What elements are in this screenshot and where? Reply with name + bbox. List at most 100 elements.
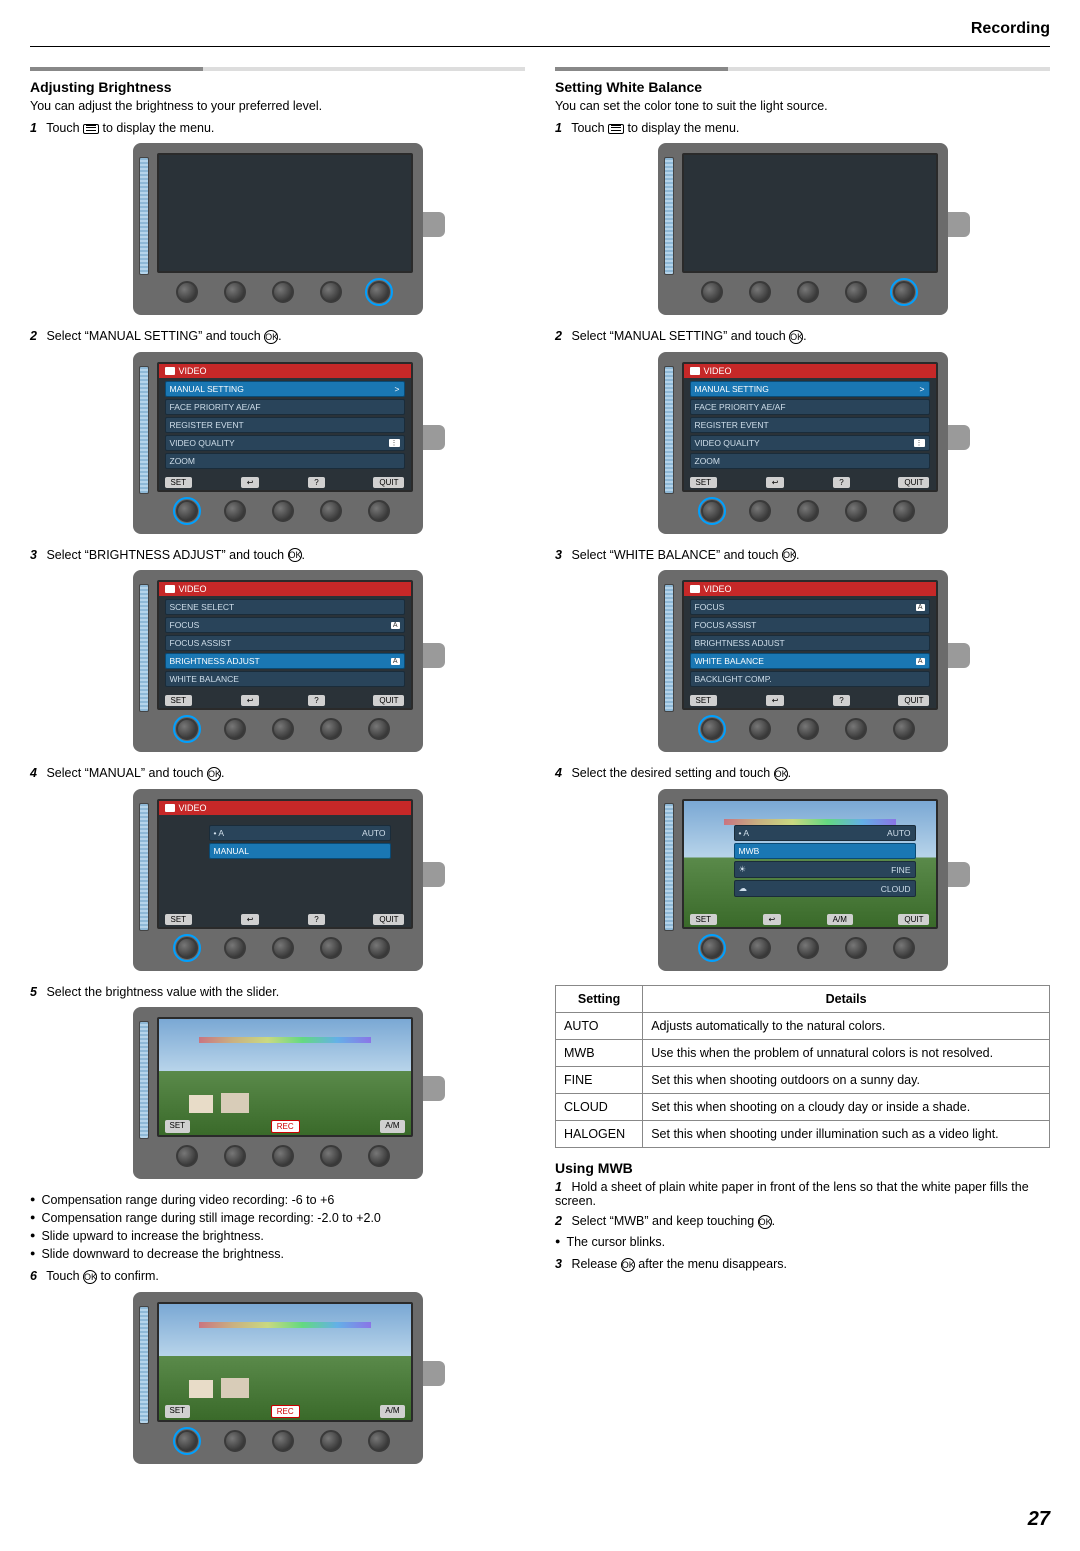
step-text: ” and touch [716, 548, 782, 562]
footer-btn: ? [833, 695, 849, 706]
touch-slider [664, 157, 674, 275]
step-number: 1 [30, 121, 37, 135]
mwb-steps-cont: 3 Release OK after the menu disappears. [555, 1257, 1050, 1272]
camera-device [658, 143, 948, 315]
menu-item: • AAUTO [734, 825, 916, 841]
button [224, 281, 246, 303]
ok-button-highlighted [701, 500, 723, 522]
page-header: Recording [30, 0, 1050, 47]
table-cell: FINE [556, 1067, 643, 1094]
device-screen [682, 153, 938, 273]
device-illustration: VIDEO MANUAL SETTING> FACE PRIORITY AE/A… [555, 352, 1050, 534]
ok-icon: OK [207, 767, 221, 781]
left-steps-cont: 6 Touch OK to confirm. SET [30, 1269, 525, 1464]
left-step-1: 1 Touch to display the menu. [30, 121, 525, 315]
footer-btn: A/M [380, 1120, 404, 1133]
camera-device: SET REC A/M [133, 1292, 423, 1464]
step-number: 3 [30, 548, 37, 562]
ok-icon: OK [264, 330, 278, 344]
button [845, 718, 867, 740]
table-row: AUTOAdjusts automatically to the natural… [556, 1013, 1050, 1040]
device-screen: SET REC A/M [157, 1302, 413, 1422]
button-row [143, 929, 413, 961]
left-column: Adjusting Brightness You can adjust the … [30, 67, 525, 1478]
footer-btn: SET [690, 477, 718, 488]
bullet: Compensation range during video recordin… [30, 1193, 525, 1207]
camera-icon [690, 585, 700, 593]
footer-btn: QUIT [373, 914, 404, 925]
menu-footer: SET ↩ ? QUIT [690, 477, 930, 488]
step-number: 1 [555, 1180, 562, 1194]
button [224, 937, 246, 959]
step-text: to display the menu. [628, 121, 740, 135]
step-text: Select “ [46, 766, 88, 780]
menu-item: BRIGHTNESS ADJUST [690, 635, 930, 651]
button [749, 281, 771, 303]
left-title: Adjusting Brightness [30, 79, 525, 95]
table-row: FINESet this when shooting outdoors on a… [556, 1067, 1050, 1094]
touch-slider [139, 1021, 149, 1139]
menu-list: MANUAL SETTING> FACE PRIORITY AE/AF REGI… [684, 378, 936, 469]
mwb-title: Using MWB [555, 1160, 1050, 1176]
section-rule [555, 67, 1050, 71]
button-row [668, 273, 938, 305]
step-text: ” and touch [141, 766, 207, 780]
menu-item: ZOOM [165, 453, 405, 469]
camera-device: VIDEO SCENE SELECT FOCUSA FOCUS ASSIST B… [133, 570, 423, 752]
device-screen: VIDEO FOCUSA FOCUS ASSIST BRIGHTNESS ADJ… [682, 580, 938, 710]
menu-footer: SET ↩ A/M QUIT [690, 914, 930, 925]
scene-object [221, 1093, 249, 1113]
button [845, 500, 867, 522]
button-row [143, 710, 413, 742]
step-text: Select the brightness value with the sli… [46, 985, 279, 999]
device-illustration: VIDEO MANUAL SETTING> FACE PRIORITY AE/A… [30, 352, 525, 534]
step-number: 2 [555, 329, 562, 343]
touch-slider [139, 584, 149, 712]
device-illustration: VIDEO SCENE SELECT FOCUSA FOCUS ASSIST B… [30, 570, 525, 752]
menu-header: VIDEO [159, 801, 411, 815]
button [797, 937, 819, 959]
menu-item: FACE PRIORITY AE/AF [690, 399, 930, 415]
scene-object [221, 1378, 249, 1398]
button [368, 718, 390, 740]
footer-btn: QUIT [373, 695, 404, 706]
right-steps: 1 Touch to display the menu. [555, 121, 1050, 971]
menu-header: VIDEO [684, 582, 936, 596]
menu-icon [83, 124, 99, 134]
step-text: Hold a sheet of plain white paper in fro… [555, 1180, 1029, 1208]
ok-button-highlighted [176, 937, 198, 959]
ok-icon: OK [83, 1270, 97, 1284]
button-row [143, 1422, 413, 1454]
rec-indicator: REC [271, 1405, 300, 1418]
page-number: 27 [30, 1478, 1050, 1551]
ok-button-highlighted [176, 500, 198, 522]
touch-slider [664, 584, 674, 712]
right-column: Setting White Balance You can set the co… [555, 67, 1050, 1478]
button [176, 1145, 198, 1167]
table-row: MWBUse this when the problem of unnatura… [556, 1040, 1050, 1067]
camera-icon [165, 804, 175, 812]
button-row [668, 929, 938, 961]
button [701, 281, 723, 303]
camera-device: VIDEO • AAUTO MANUAL SET ↩ ? QUIT [133, 789, 423, 971]
scene-preview: SET REC A/M [159, 1304, 411, 1420]
button [320, 500, 342, 522]
menu-item: FOCUSA [690, 599, 930, 615]
left-step-4: 4 Select “MANUAL” and touch OK. VIDEO • … [30, 766, 525, 971]
menu-header: VIDEO [159, 364, 411, 378]
mwb-step-2: 2 Select “MWB” and keep touching OK. [555, 1214, 1050, 1229]
button-row [668, 710, 938, 742]
button [749, 500, 771, 522]
footer-btn: QUIT [898, 914, 929, 925]
step-text: MANUAL SETTING [614, 329, 723, 343]
scene-preview: SET REC A/M [159, 1019, 411, 1135]
rainbow-icon [199, 1322, 371, 1362]
menu-icon [608, 124, 624, 134]
camera-device: VIDEO FOCUSA FOCUS ASSIST BRIGHTNESS ADJ… [658, 570, 948, 752]
step-text: ” and keep touching [644, 1214, 757, 1228]
right-step-1: 1 Touch to display the menu. [555, 121, 1050, 315]
menu-item-selected: MANUAL SETTING> [690, 381, 930, 397]
camera-device [133, 143, 423, 315]
footer-btn: A/M [380, 1405, 404, 1418]
right-step-3: 3 Select “WHITE BALANCE” and touch OK. V… [555, 548, 1050, 753]
